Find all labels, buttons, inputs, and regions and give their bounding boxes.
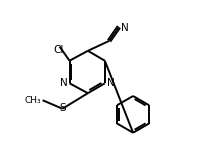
Text: Cl: Cl	[54, 45, 64, 55]
Text: N: N	[107, 78, 115, 88]
Text: N: N	[121, 22, 129, 33]
Text: CH₃: CH₃	[25, 96, 41, 105]
Text: N: N	[60, 78, 68, 88]
Text: S: S	[59, 103, 66, 113]
